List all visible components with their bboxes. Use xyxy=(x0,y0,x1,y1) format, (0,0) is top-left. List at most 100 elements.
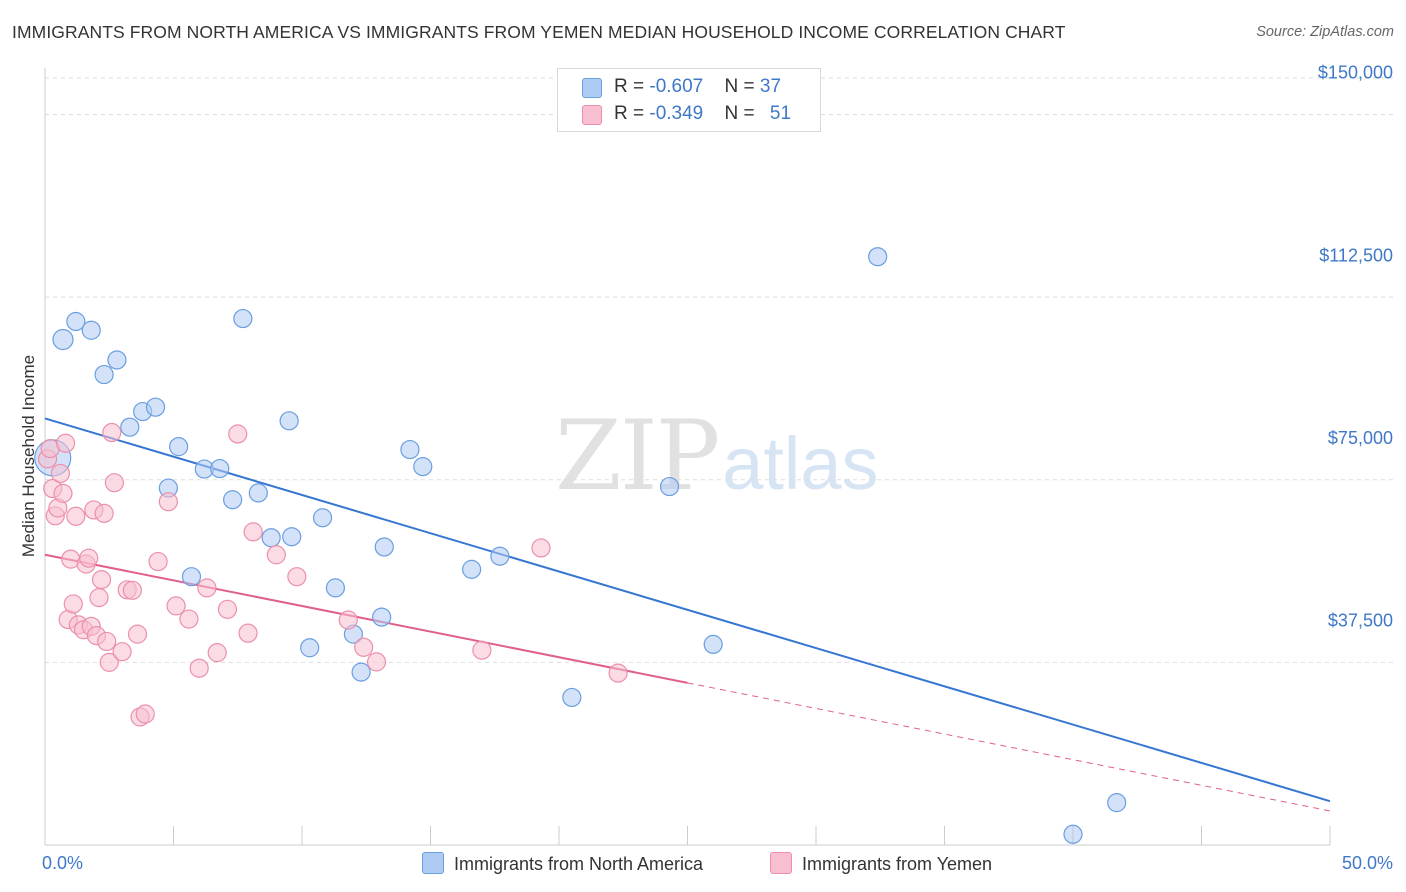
point-north-america xyxy=(282,527,302,547)
point-north-america xyxy=(703,634,723,654)
point-yemen xyxy=(197,578,217,598)
legend-swatch-yemen xyxy=(582,105,602,125)
point-north-america xyxy=(659,476,680,497)
point-yemen xyxy=(91,569,112,590)
watermark: ZIPatlas xyxy=(555,400,879,512)
legend-stats-yemen: R = -0.349 N = 51 xyxy=(614,103,792,124)
legend-row-yemen: R = -0.349 N = 51 xyxy=(558,101,820,127)
trend-line-yemen xyxy=(44,553,688,684)
point-north-america xyxy=(372,607,392,627)
point-yemen xyxy=(338,610,358,630)
point-north-america xyxy=(300,638,320,658)
point-yemen xyxy=(63,594,83,614)
point-yemen xyxy=(158,492,178,512)
point-yemen xyxy=(55,433,76,453)
point-north-america xyxy=(868,247,888,267)
point-north-america xyxy=(223,490,243,510)
point-yemen xyxy=(366,652,387,672)
point-yemen xyxy=(354,637,374,657)
point-north-america xyxy=(413,457,433,477)
point-yemen xyxy=(50,463,71,484)
watermark-atlas: atlas xyxy=(722,422,879,505)
point-yemen xyxy=(89,588,109,608)
point-yemen xyxy=(148,551,168,572)
point-north-america xyxy=(1063,824,1083,844)
source-credit: Source: ZipAtlas.com xyxy=(1256,24,1394,40)
legend-item-yemen: Immigrants from Yemen xyxy=(770,852,992,875)
point-north-america xyxy=(325,578,346,598)
trend-line-north-america xyxy=(44,417,1331,803)
point-yemen xyxy=(53,483,73,503)
point-north-america xyxy=(181,567,202,587)
point-north-america xyxy=(248,483,268,503)
point-yemen xyxy=(135,704,155,724)
point-yemen xyxy=(66,506,86,526)
legend-label-yemen: Immigrants from Yemen xyxy=(802,854,993,874)
data-points xyxy=(34,247,1127,844)
point-yemen xyxy=(608,663,628,683)
point-yemen xyxy=(166,596,186,616)
r-value-yemen: -0.349 xyxy=(649,103,704,124)
y-axis-label: Median Household Income xyxy=(19,355,38,557)
point-yemen xyxy=(112,642,132,662)
point-north-america xyxy=(1107,793,1127,813)
point-north-america xyxy=(279,411,299,431)
bottom-swatch-north-america xyxy=(422,852,444,874)
point-yemen xyxy=(207,643,227,663)
n-value-yemen: 51 xyxy=(769,103,792,124)
point-north-america xyxy=(233,308,253,329)
stats-legend: R = -0.607 N = 37 R = -0.349 N = 51 xyxy=(557,68,821,132)
point-north-america xyxy=(490,546,510,566)
point-yemen xyxy=(102,422,122,443)
point-yemen xyxy=(266,545,286,565)
point-north-america xyxy=(94,364,114,385)
point-yemen xyxy=(472,640,492,660)
bottom-swatch-yemen xyxy=(770,852,792,874)
point-north-america xyxy=(169,437,189,457)
point-yemen xyxy=(79,548,99,568)
legend-swatch-north-america xyxy=(582,78,602,98)
point-north-america xyxy=(400,439,420,460)
point-north-america xyxy=(120,417,140,437)
y-tick-label: $75,000 xyxy=(1328,428,1393,448)
point-north-america xyxy=(66,311,86,332)
point-yemen xyxy=(104,473,124,493)
y-tick-label: $112,500 xyxy=(1319,245,1393,265)
point-yemen xyxy=(94,503,114,523)
y-tick-label: $150,000 xyxy=(1318,63,1393,83)
point-north-america xyxy=(462,559,482,579)
point-yemen xyxy=(228,424,248,444)
point-yemen xyxy=(531,538,551,558)
point-north-america xyxy=(107,350,127,370)
n-value-north-america: 37 xyxy=(759,76,782,97)
legend-item-north-america: Immigrants from North America xyxy=(422,852,703,875)
point-north-america xyxy=(81,320,101,340)
point-yemen xyxy=(189,658,209,678)
legend-label-north-america: Immigrants from North America xyxy=(454,854,704,874)
point-north-america xyxy=(374,537,394,557)
point-yemen xyxy=(122,580,142,600)
point-north-america xyxy=(312,508,333,528)
point-yemen xyxy=(99,652,119,672)
r-value-north-america: -0.607 xyxy=(649,76,704,97)
point-north-america xyxy=(351,662,371,682)
chart-title: IMMIGRANTS FROM NORTH AMERICA VS IMMIGRA… xyxy=(12,22,1066,42)
point-north-america xyxy=(145,397,166,417)
y-tick-label: $37,500 xyxy=(1328,611,1393,631)
x-tick-label-start: 0.0% xyxy=(42,853,83,873)
trend-line-yemen-extension xyxy=(687,682,1331,812)
point-north-america xyxy=(210,458,230,479)
point-north-america xyxy=(261,528,281,548)
x-tick-label-end: 50.0% xyxy=(1342,853,1393,873)
point-yemen xyxy=(179,609,199,629)
grid-lines xyxy=(45,77,1395,663)
point-north-america xyxy=(562,687,582,708)
point-north-america xyxy=(52,328,74,351)
point-yemen xyxy=(243,522,263,542)
point-yemen xyxy=(217,599,238,619)
point-yemen xyxy=(127,624,148,644)
legend-row-north-america: R = -0.607 N = 37 xyxy=(558,74,820,100)
point-yemen xyxy=(287,567,307,587)
axes xyxy=(44,68,1331,846)
